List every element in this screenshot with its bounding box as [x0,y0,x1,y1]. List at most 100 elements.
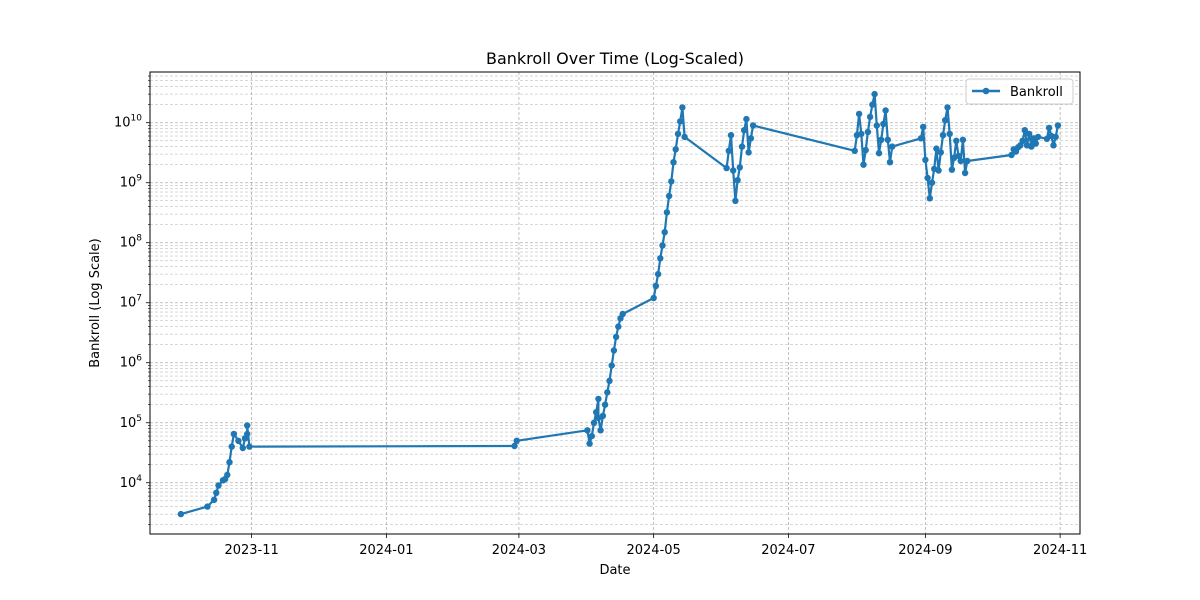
data-point [606,377,613,384]
data-point [942,117,949,124]
data-point [935,167,942,174]
data-point [959,136,967,143]
data-point [657,255,664,262]
data-point [1032,140,1040,147]
y-axis-label: Bankroll (Log Scale) [88,238,103,368]
data-point [665,192,673,200]
data-point [944,104,951,111]
data-point [948,166,956,173]
data-point [955,152,962,160]
legend-label: Bankroll [1010,85,1063,100]
data-point [730,167,737,174]
data-point [672,146,679,153]
data-point [593,409,600,416]
series-bankroll [177,90,1062,518]
data-point [511,442,518,450]
data-point [917,135,925,142]
data-point [939,132,947,139]
data-point [681,133,688,141]
data-point [889,143,896,150]
data-point [922,156,929,164]
data-point [1052,133,1059,141]
chart-title: Bankroll Over Time (Log-Scaled) [486,49,744,68]
x-tick-label: 2024-11 [1033,543,1087,558]
data-point [246,443,253,450]
data-point [736,164,743,171]
data-point [937,149,944,156]
data-point [610,347,618,354]
data-point [604,389,611,396]
legend-point-marker [982,87,990,95]
data-point [652,282,660,290]
data-point [957,157,964,165]
data-point [871,90,878,98]
data-point [668,178,675,185]
data-point [650,294,657,302]
data-point [608,362,615,369]
y-tick-label: 106 [120,354,143,371]
data-point [734,177,741,184]
data-point [590,419,598,426]
data-point [1045,124,1053,132]
data-point [224,471,231,479]
data-point [875,150,883,157]
data-point [1026,130,1033,138]
data-point [869,101,876,108]
x-tick-label: 2023-11 [224,543,278,558]
data-point [961,169,969,177]
y-tick-label: 109 [120,174,143,191]
data-point [619,310,626,318]
y-tick-label: 1010 [114,114,142,131]
data-point [588,432,595,440]
data-point [964,157,971,165]
data-point [663,209,671,216]
y-tick-label: 107 [120,294,142,311]
data-point [727,132,735,139]
data-point [732,197,739,204]
data-point [946,130,953,138]
y-tick-label: 104 [120,474,143,491]
data-point [215,482,222,489]
data-point [858,130,865,138]
legend-box [965,78,1074,105]
data-point [1034,133,1042,141]
data-point [749,122,757,129]
data-point [615,323,622,330]
series-line [180,92,1059,516]
data-point [595,395,602,403]
data-point [747,135,755,142]
data-point [659,242,666,249]
data-point [679,104,686,111]
data-point [953,137,960,144]
data-point [920,123,927,131]
data-point [743,115,750,123]
data-point [926,195,933,202]
data-point [177,510,185,518]
data-point [654,270,662,278]
data-point [661,229,668,236]
data-point [586,440,593,447]
data-point [244,422,251,429]
x-axis-label: Date [599,563,630,578]
x-tick-label: 2024-09 [898,543,952,558]
data-point [862,146,869,154]
data-point [866,113,874,121]
x-tick-label: 2024-05 [626,543,680,558]
data-point [741,127,748,134]
legend: Bankroll [965,78,1074,105]
data-point [674,130,682,138]
data-point [599,412,607,420]
data-point [204,503,211,510]
data-point [855,110,863,118]
data-point [235,437,242,444]
data-point [1021,127,1028,134]
grid [150,72,1080,534]
data-point [860,161,867,168]
x-tick-label: 2024-03 [492,543,546,558]
data-point [878,136,885,143]
y-tick-label: 105 [120,414,142,431]
data-point [864,128,872,136]
data-point [933,145,940,152]
data-point [513,437,520,444]
